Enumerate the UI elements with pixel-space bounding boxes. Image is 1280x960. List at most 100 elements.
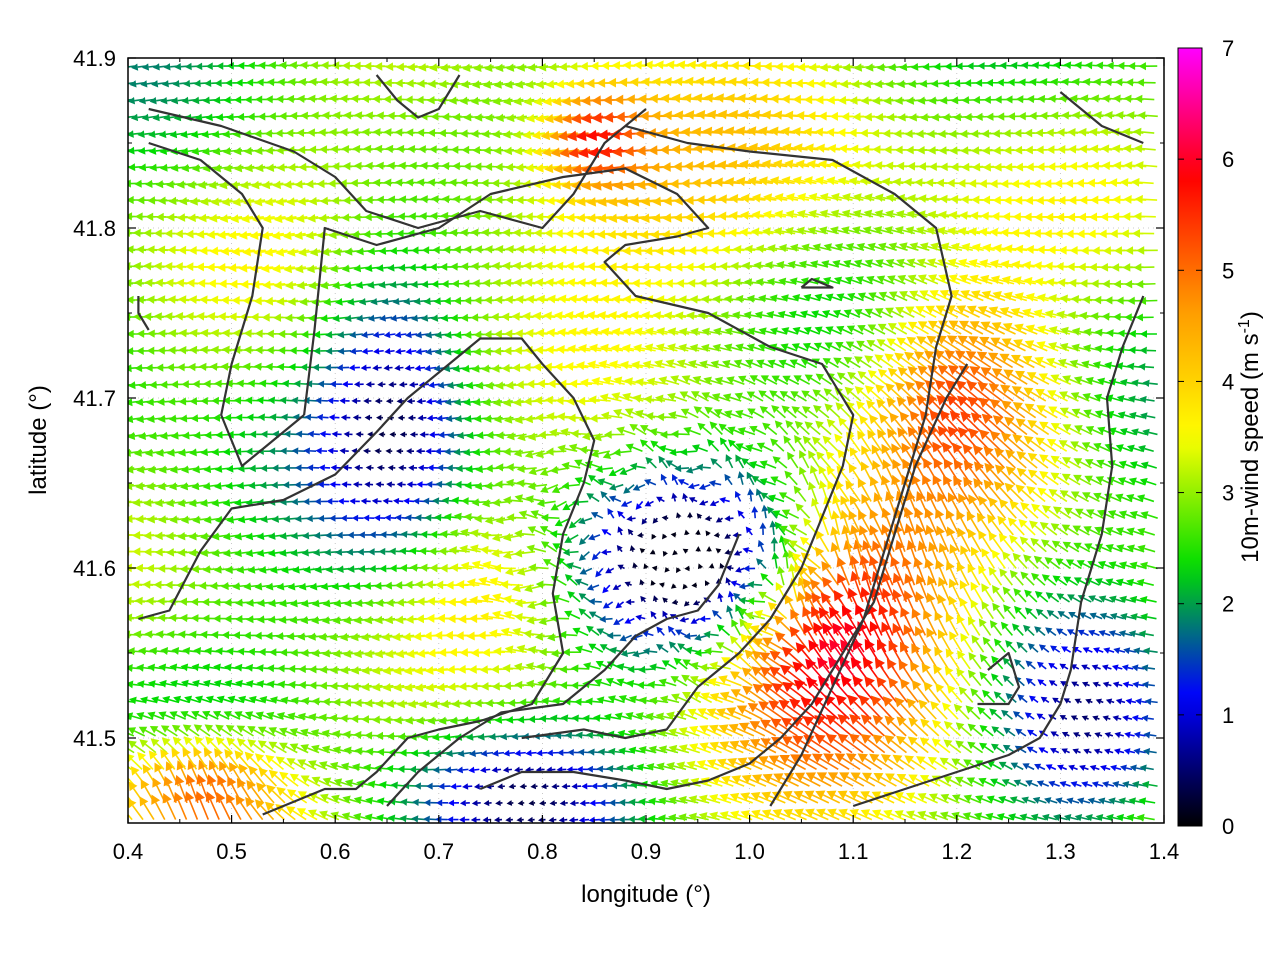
wind-arrow-head bbox=[608, 213, 618, 223]
wind-arrow-shaft bbox=[532, 450, 545, 456]
wind-arrow-head bbox=[204, 431, 212, 440]
wind-arrow-head bbox=[625, 94, 635, 105]
wind-arrow-head bbox=[667, 625, 675, 633]
wind-arrow-head bbox=[419, 161, 428, 170]
wind-arrow-shaft bbox=[667, 782, 680, 787]
wind-arrow-head bbox=[300, 616, 309, 625]
wind-arrow-shaft bbox=[568, 483, 580, 487]
wind-arrow-head bbox=[350, 127, 359, 137]
wind-arrow-head bbox=[157, 346, 165, 355]
wind-arrow-head bbox=[492, 278, 501, 288]
wind-arrow-head bbox=[624, 145, 634, 157]
wind-arrow-head bbox=[525, 662, 534, 671]
wind-arrow-head bbox=[425, 398, 433, 405]
wind-arrow-head bbox=[610, 343, 620, 353]
wind-arrow-shaft bbox=[707, 599, 711, 603]
wind-arrow-head bbox=[349, 347, 357, 355]
wind-arrow-shaft bbox=[168, 698, 179, 704]
wind-arrow-shaft bbox=[589, 665, 601, 670]
wind-arrow-shaft bbox=[250, 803, 264, 821]
wind-arrow-shaft bbox=[610, 716, 621, 720]
wind-arrow-head bbox=[567, 413, 576, 423]
wind-arrow-head bbox=[667, 411, 677, 420]
wind-arrow-head bbox=[552, 96, 562, 107]
wind-arrow-head bbox=[448, 96, 457, 105]
wind-arrow-head bbox=[523, 629, 532, 639]
wind-arrow-head bbox=[395, 348, 402, 355]
wind-arrow-head bbox=[399, 814, 407, 823]
wind-arrow-head bbox=[177, 363, 185, 372]
wind-arrow-head bbox=[268, 61, 277, 70]
wind-arrow-head bbox=[555, 396, 564, 406]
wind-arrow-head bbox=[174, 774, 185, 786]
wind-arrow-head bbox=[405, 348, 412, 355]
wind-arrow-head bbox=[116, 330, 123, 338]
wind-arrow-head bbox=[199, 499, 208, 508]
wind-arrow-head bbox=[247, 565, 256, 574]
wind-arrow-head bbox=[280, 696, 289, 705]
wind-arrow-shaft bbox=[177, 728, 189, 737]
wind-arrow-head bbox=[146, 397, 154, 407]
wind-arrow-head bbox=[138, 97, 146, 105]
wind-arrow-head bbox=[178, 345, 187, 355]
wind-arrow-head bbox=[170, 679, 178, 688]
wind-arrow-head bbox=[128, 245, 134, 254]
wind-arrow-head bbox=[381, 632, 391, 642]
wind-arrow-head bbox=[427, 716, 436, 725]
wind-arrow-head bbox=[553, 163, 563, 174]
wind-arrow-head bbox=[688, 812, 697, 821]
wind-arrow-shaft bbox=[155, 729, 167, 737]
wind-arrow-head bbox=[232, 197, 241, 207]
wind-arrow-shaft bbox=[621, 566, 625, 570]
wind-arrow-head bbox=[236, 647, 245, 656]
wind-arrow-head bbox=[190, 130, 199, 139]
wind-arrow-head bbox=[418, 145, 426, 154]
wind-arrow-head bbox=[505, 244, 514, 254]
wind-arrow-head bbox=[554, 362, 563, 372]
wind-arrow-head bbox=[311, 649, 320, 658]
wind-arrow-head bbox=[557, 130, 568, 142]
wind-arrow-head bbox=[499, 580, 509, 590]
wind-arrow-head bbox=[513, 662, 523, 672]
wind-arrow-head bbox=[633, 60, 642, 70]
wind-arrow-shaft bbox=[488, 549, 503, 553]
wind-arrow-shaft bbox=[660, 498, 665, 503]
wind-arrow-head bbox=[195, 262, 204, 272]
wind-arrow-head bbox=[208, 213, 218, 223]
wind-arrow-head bbox=[606, 765, 614, 773]
wind-arrow-head bbox=[166, 180, 174, 189]
wind-arrow-head bbox=[128, 212, 133, 221]
wind-arrow-head bbox=[414, 782, 421, 790]
wind-arrow-head bbox=[128, 481, 133, 491]
wind-arrow-head bbox=[294, 231, 303, 240]
wind-arrow-head bbox=[351, 666, 360, 675]
wind-arrow-head bbox=[249, 430, 257, 439]
wind-arrow-head bbox=[373, 514, 381, 522]
wind-arrow-head bbox=[265, 95, 273, 104]
wind-arrow-head bbox=[266, 664, 275, 673]
wind-arrow-head bbox=[454, 733, 463, 741]
wind-arrow-shaft bbox=[468, 565, 484, 570]
wind-arrow-head bbox=[138, 647, 146, 656]
wind-arrow-head bbox=[350, 178, 358, 188]
wind-arrow-head bbox=[536, 662, 545, 672]
wind-arrow-head bbox=[603, 713, 612, 722]
wind-arrow-head bbox=[343, 698, 352, 707]
wind-arrow-head bbox=[404, 95, 413, 104]
wind-arrow-shaft bbox=[593, 534, 601, 538]
wind-arrow-head bbox=[464, 414, 472, 423]
wind-arrow-head bbox=[128, 415, 134, 424]
wind-arrow-head bbox=[268, 741, 278, 750]
wind-arrow-shaft bbox=[249, 757, 263, 770]
wind-arrow-head bbox=[447, 682, 456, 692]
wind-arrow-head bbox=[136, 680, 145, 689]
wind-arrow-head bbox=[419, 563, 428, 572]
wind-arrow-head bbox=[581, 95, 591, 106]
wind-arrow-head bbox=[426, 782, 433, 790]
wind-arrow-head bbox=[169, 711, 178, 719]
wind-arrow-head bbox=[179, 613, 188, 623]
wind-arrow-head bbox=[429, 563, 438, 573]
wind-arrow-head bbox=[215, 647, 223, 656]
wind-arrow-head bbox=[128, 514, 133, 524]
wind-arrow-head bbox=[133, 630, 142, 639]
